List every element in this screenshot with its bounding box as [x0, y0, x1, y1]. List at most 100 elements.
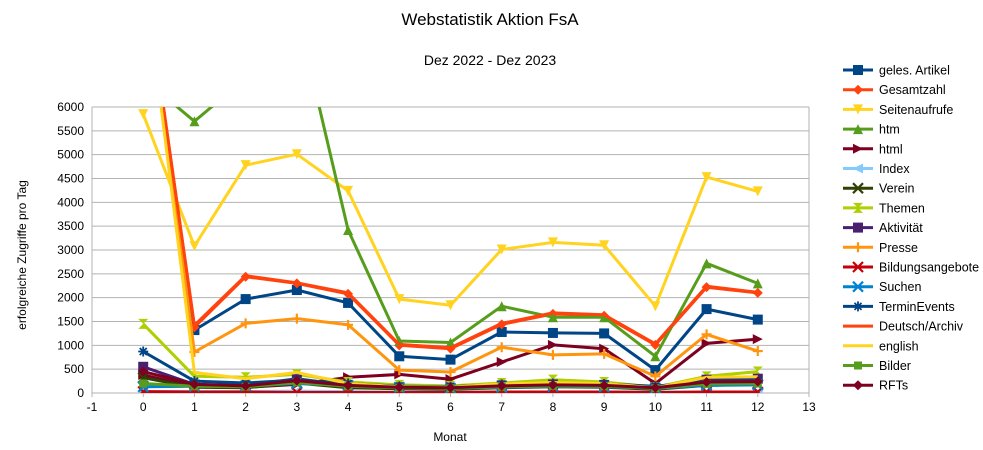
legend-item: Suchen [843, 280, 921, 294]
series-layer [137, 107, 764, 393]
legend-marker [853, 222, 863, 233]
legend-label: RFTs [879, 379, 908, 393]
data-point [752, 186, 763, 197]
x-tick-label: 5 [396, 400, 403, 414]
legend-item: TerminEvents [843, 300, 955, 314]
y-axis-label: erfolgreiche Zugriffe pro Tag [15, 180, 29, 330]
data-point [394, 294, 405, 305]
x-tick-label: -1 [87, 400, 98, 414]
data-point [240, 318, 251, 329]
data-point [291, 149, 302, 160]
data-point [650, 301, 661, 312]
y-tick-label: 0 [77, 386, 84, 400]
y-tick-label: 1500 [57, 315, 84, 329]
legend-marker [853, 242, 863, 253]
data-point [701, 338, 712, 349]
data-point [138, 366, 149, 377]
y-tick-label: 2000 [57, 291, 84, 305]
legend-marker [854, 361, 862, 370]
legend-item: Presse [843, 241, 918, 255]
legend-label: Verein [879, 182, 914, 196]
x-tick-label: 7 [498, 400, 505, 414]
legend-label: Gesamtzahl [879, 83, 946, 97]
series-line [141, 113, 759, 308]
x-tick-label: 9 [601, 400, 608, 414]
legend-marker [853, 65, 863, 75]
legend-marker [853, 163, 863, 174]
tick-labels: 0 500 1000 1500 2000 2500 3000 3500 4000 4500 5000… [57, 100, 816, 414]
data-point [547, 349, 558, 360]
legend-item: Deutsch/Archiv [843, 320, 964, 334]
data-point [599, 348, 610, 359]
data-point [752, 314, 763, 325]
legend-item: Bildungsangebote [843, 261, 979, 275]
data-point [445, 367, 456, 378]
y-tick-label: 4000 [57, 195, 84, 209]
data-point [599, 328, 610, 339]
y-tick-label: 4500 [57, 172, 84, 186]
x-axis-label: Monat [433, 430, 467, 444]
y-tick-label: 3500 [57, 219, 84, 233]
data-point [394, 365, 405, 376]
data-point [343, 380, 354, 391]
legend-item: Seitenaufrufe [843, 103, 953, 117]
data-point [445, 382, 456, 393]
data-point [394, 351, 405, 362]
data-point [343, 297, 354, 308]
legend-marker [853, 124, 863, 135]
x-tick-label: 12 [751, 400, 765, 414]
legend-label: html [879, 142, 903, 156]
data-point [496, 357, 507, 368]
data-point [138, 318, 149, 329]
series-14 [161, 107, 758, 350]
data-point [240, 160, 251, 171]
legend-item: RFTs [843, 379, 908, 393]
legend-item: Themen [843, 201, 925, 215]
data-point [547, 339, 558, 350]
series-line [161, 107, 758, 350]
data-point [343, 224, 354, 235]
data-point [496, 342, 507, 353]
data-point [547, 379, 558, 390]
legend-label: Aktivität [879, 221, 923, 235]
x-tick-label: 1 [191, 400, 198, 414]
y-tick-label: 500 [64, 362, 84, 376]
data-point [240, 294, 251, 305]
data-point [752, 346, 763, 357]
legend-label: Bilder [879, 359, 911, 373]
data-point [650, 371, 661, 382]
legend-label: Themen [879, 201, 925, 215]
legend-label: Bildungsangebote [879, 261, 979, 275]
legend-label: htm [879, 123, 900, 137]
data-point [343, 185, 354, 196]
legend-item: htm [843, 123, 900, 137]
x-tick-label: 11 [700, 400, 713, 414]
series-3 [138, 109, 763, 312]
y-tick-label: 3000 [57, 243, 84, 257]
data-point [240, 380, 251, 391]
data-point [343, 319, 354, 330]
legend-marker [853, 143, 863, 154]
data-point [445, 354, 456, 365]
data-point [189, 241, 200, 252]
legend-label: TerminEvents [879, 300, 955, 314]
y-tick-label: 5500 [57, 124, 84, 138]
data-point [138, 109, 149, 120]
data-point [394, 382, 405, 393]
legend-marker [852, 280, 864, 293]
data-point [496, 244, 507, 255]
x-tick-label: 3 [294, 400, 301, 414]
legend-marker [853, 104, 863, 115]
data-point [701, 258, 712, 269]
data-point [496, 326, 507, 337]
data-point [701, 172, 712, 183]
legend-label: english [879, 339, 919, 353]
legend-label: Index [879, 162, 910, 176]
data-point [496, 380, 507, 391]
legend: geles. Artikel Gesamtzahl Seitenaufrufe htm… [843, 64, 979, 393]
data-point [599, 380, 610, 391]
x-tick-label: 2 [242, 400, 249, 414]
y-tick-label: 6000 [57, 100, 84, 114]
legend-label: Presse [879, 241, 918, 255]
